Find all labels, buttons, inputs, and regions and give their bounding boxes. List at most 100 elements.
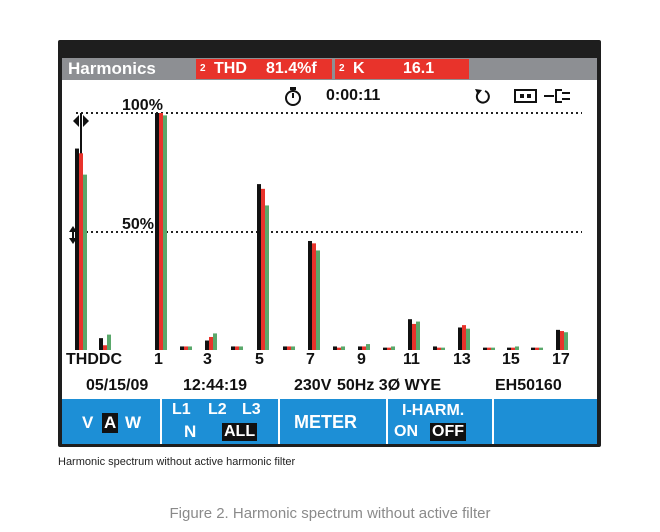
elapsed-timer: 0:00:11 <box>326 87 381 104</box>
softkey-l1: L1 <box>172 401 191 418</box>
bar-12-l2 <box>437 347 441 350</box>
bar-5-l1 <box>257 184 261 350</box>
screen-title: Harmonics <box>68 59 156 78</box>
bar-7-l1 <box>308 240 312 350</box>
bar-15-l2 <box>511 347 515 350</box>
softkey-empty[interactable] <box>494 399 597 444</box>
thd-phase: 2 <box>200 63 206 74</box>
bar-dc-l2 <box>103 345 107 350</box>
bar-3-l3 <box>213 333 217 350</box>
bar-11-l1 <box>408 319 412 350</box>
softkey-on: ON <box>394 423 418 440</box>
bar-16-l3 <box>539 347 543 350</box>
softkey-off-selected: OFF <box>430 423 466 441</box>
bar-8-l2 <box>337 347 341 350</box>
bar-thd-l3 <box>83 174 87 350</box>
reset-icon <box>475 89 490 104</box>
figure-caption: Figure 2. Harmonic spectrum without acti… <box>169 505 491 522</box>
bar-17-l1 <box>556 329 560 350</box>
softkey-iharm-title: I-HARM. <box>402 402 465 419</box>
screenshot-caption: Harmonic spectrum without active harmoni… <box>58 456 296 468</box>
x-tick-3: 3 <box>203 351 212 368</box>
bar-9-l1 <box>358 346 362 350</box>
softkey-meter[interactable]: METER <box>280 399 386 444</box>
bar-15-l3 <box>515 346 519 350</box>
bar-10-l3 <box>391 346 395 350</box>
ref-label-100: 100% <box>122 97 163 114</box>
info-standard: EH50160 <box>495 377 562 394</box>
bar-group <box>75 113 568 350</box>
bar-4-l2 <box>235 346 239 350</box>
bar-9-l2 <box>362 346 366 350</box>
bar-6-l3 <box>291 346 295 350</box>
bar-14-l3 <box>491 347 495 350</box>
info-time: 12:44:19 <box>183 377 248 394</box>
bar-3-l2 <box>209 336 213 350</box>
bar-13-l1 <box>458 327 462 350</box>
x-tick-9: 9 <box>357 351 366 368</box>
thd-label: THD <box>214 60 247 77</box>
bar-dc-l3 <box>107 334 111 350</box>
bar-10-l2 <box>387 347 391 350</box>
bar-11-l3 <box>416 321 420 350</box>
bar-2-l1 <box>180 346 184 350</box>
x-tick-17: 17 <box>552 351 570 368</box>
harmonic-spectrum-chart: 100% 50% <box>69 97 582 350</box>
softkey-divider <box>492 399 494 444</box>
bar-6-l1 <box>283 346 287 350</box>
softkey-l3: L3 <box>242 401 261 418</box>
bar-11-l2 <box>412 323 416 350</box>
info-frequency-config: 50Hz 3Ø WYE <box>337 377 442 394</box>
x-tick-7: 7 <box>306 351 315 368</box>
softkey-l2: L2 <box>208 401 227 418</box>
bar-4-l3 <box>239 346 243 350</box>
ref-label-50: 50% <box>122 216 154 233</box>
x-tick-thddc: THDDC <box>66 351 122 368</box>
x-tick-15: 15 <box>502 351 520 368</box>
bar-12-l1 <box>433 346 437 350</box>
bar-7-l3 <box>316 250 320 350</box>
bar-2-l3 <box>188 346 192 350</box>
bar-16-l2 <box>535 347 539 350</box>
softkey-all-selected: ALL <box>222 423 258 441</box>
bar-6-l2 <box>287 346 291 350</box>
bar-13-l3 <box>466 328 470 350</box>
bar-2-l2 <box>184 346 188 350</box>
x-tick-5: 5 <box>255 351 264 368</box>
bar-thd-l2 <box>79 153 83 350</box>
bar-7-l2 <box>312 243 316 350</box>
screen-header: Harmonics 2 THD 81.4%f 2 K 16.1 <box>62 58 597 80</box>
softkey-vaw[interactable]: V A W <box>62 399 156 444</box>
softkey-divider <box>386 399 388 444</box>
softkey-w: W <box>125 413 142 432</box>
bar-10-l1 <box>383 347 387 350</box>
softkey-phase[interactable]: L1 L2 L3 N ALL <box>162 399 278 444</box>
bar-1-l1 <box>155 113 159 350</box>
stopwatch-icon <box>285 87 301 106</box>
bar-5-l3 <box>265 205 269 350</box>
softkey-iharm[interactable]: I-HARM. ON OFF <box>388 399 492 444</box>
bar-dc-l1 <box>99 338 103 350</box>
thd-value: 81.4%f <box>266 60 317 77</box>
softkey-a-selected: A <box>102 413 119 433</box>
k-factor-readout: 2 K 16.1 <box>335 59 469 79</box>
bar-1-l3 <box>163 115 167 350</box>
x-tick-11: 11 <box>403 351 420 368</box>
bar-16-l1 <box>531 347 535 350</box>
bar-1-l2 <box>159 113 163 350</box>
bar-17-l3 <box>564 332 568 350</box>
softkey-divider <box>160 399 162 444</box>
thd-readout: 2 THD 81.4%f <box>196 59 332 79</box>
info-voltage: 230V <box>294 377 332 394</box>
plug-icon <box>544 89 570 103</box>
softkey-v: V <box>82 413 94 432</box>
bar-9-l3 <box>366 344 370 350</box>
x-tick-13: 13 <box>453 351 471 368</box>
bar-13-l2 <box>462 325 466 350</box>
softkey-divider <box>278 399 280 444</box>
bar-14-l1 <box>483 347 487 350</box>
k-value: 16.1 <box>403 60 435 77</box>
k-phase: 2 <box>339 63 345 74</box>
bar-4-l1 <box>231 346 235 350</box>
softkey-meter-label: METER <box>294 412 357 432</box>
